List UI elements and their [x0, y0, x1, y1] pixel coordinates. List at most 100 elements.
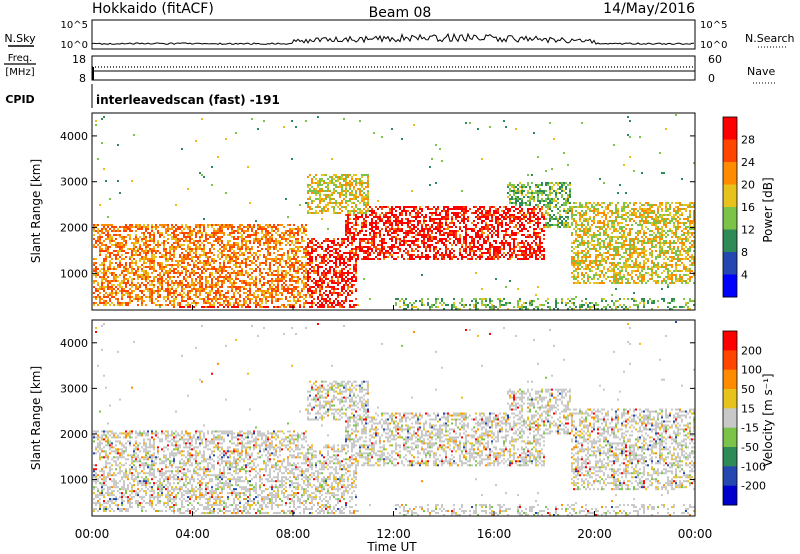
power-cell — [253, 262, 255, 264]
power-cell — [117, 254, 119, 256]
power-cell — [159, 288, 161, 290]
power-cell — [315, 174, 317, 176]
power-cell — [179, 254, 181, 256]
power-cell — [167, 290, 169, 292]
power-cell — [113, 304, 115, 306]
power-cell — [311, 280, 313, 282]
power-cell — [203, 266, 205, 268]
power-cell — [277, 288, 279, 290]
power-cell — [291, 292, 293, 294]
power-cell — [487, 304, 489, 306]
power-cell — [499, 246, 501, 248]
power-cell — [389, 218, 391, 220]
power-cell — [475, 258, 477, 260]
power-cell — [521, 308, 523, 310]
power-cell — [299, 300, 301, 302]
power-cell — [245, 288, 247, 290]
power-cell — [291, 290, 293, 292]
power-cell — [345, 228, 347, 230]
power-cell — [485, 258, 487, 260]
power-cell — [197, 272, 199, 274]
power-cell — [227, 234, 229, 236]
power-cell — [145, 266, 147, 268]
power-cell — [317, 298, 319, 300]
power-cell — [441, 240, 443, 242]
power-cell — [439, 234, 441, 236]
power-cell — [227, 306, 229, 308]
power-cell — [471, 256, 473, 258]
power-cell — [293, 288, 295, 290]
power-cell — [243, 230, 245, 232]
power-cell — [141, 256, 143, 258]
power-cell — [317, 242, 319, 244]
power-cell — [257, 304, 259, 306]
power-cell — [117, 302, 119, 304]
power-cell — [211, 282, 213, 284]
power-cell — [253, 282, 255, 284]
power-cell — [335, 288, 337, 290]
power-cell — [515, 204, 517, 206]
power-cell — [219, 304, 221, 306]
power-cell — [97, 232, 99, 234]
power-cell — [291, 228, 293, 230]
power-cell — [261, 228, 263, 230]
power-cell — [303, 252, 305, 254]
power-cell — [349, 194, 351, 196]
power-cell — [175, 228, 177, 230]
power-cell — [373, 258, 375, 260]
power-cell — [219, 248, 221, 250]
power-cell — [235, 244, 237, 246]
power-cell — [521, 228, 523, 230]
power-cell — [109, 280, 111, 282]
power-cell — [293, 224, 295, 226]
power-cell — [351, 232, 353, 234]
power-cell — [337, 294, 339, 296]
power-cell — [397, 228, 399, 230]
power-cell — [399, 228, 401, 230]
power-cell — [217, 232, 219, 234]
power-cell — [313, 272, 315, 274]
power-cell — [239, 236, 241, 238]
power-cell — [229, 298, 231, 300]
power-cell — [451, 222, 453, 224]
power-cell — [231, 230, 233, 232]
power-cell — [449, 254, 451, 256]
power-cell — [473, 298, 475, 300]
power-cell — [419, 232, 421, 234]
power-cell — [353, 256, 355, 258]
power-cell — [241, 270, 243, 272]
power-cell — [349, 184, 351, 186]
power-cell — [317, 180, 319, 182]
power-cell — [347, 226, 349, 228]
power-cell — [167, 238, 169, 240]
power-cell — [205, 240, 207, 242]
power-cell — [423, 230, 425, 232]
power-cell — [533, 230, 535, 232]
power-cell — [251, 282, 253, 284]
power-cell — [433, 238, 435, 240]
power-cell — [253, 284, 255, 286]
power-cell — [145, 252, 147, 254]
power-cell — [529, 234, 531, 236]
power-cell — [319, 244, 321, 246]
power-cell — [371, 258, 373, 260]
power-cell — [243, 280, 245, 282]
power-cell — [353, 236, 355, 238]
power-cell — [307, 284, 309, 286]
power-cell — [177, 240, 179, 242]
power-cell — [261, 298, 263, 300]
power-cell — [259, 224, 261, 226]
power-cell — [165, 296, 167, 298]
power-cell — [477, 214, 479, 216]
power-cell — [465, 242, 467, 244]
power-cell — [289, 284, 291, 286]
power-cell — [127, 270, 129, 272]
power-cell — [327, 294, 329, 296]
power-cell — [419, 258, 421, 260]
power-cell — [459, 250, 461, 252]
power-cell — [105, 230, 107, 232]
power-cell — [151, 300, 153, 302]
power-cell — [139, 248, 141, 250]
power-cell — [113, 234, 115, 236]
power-cell — [217, 156, 219, 158]
